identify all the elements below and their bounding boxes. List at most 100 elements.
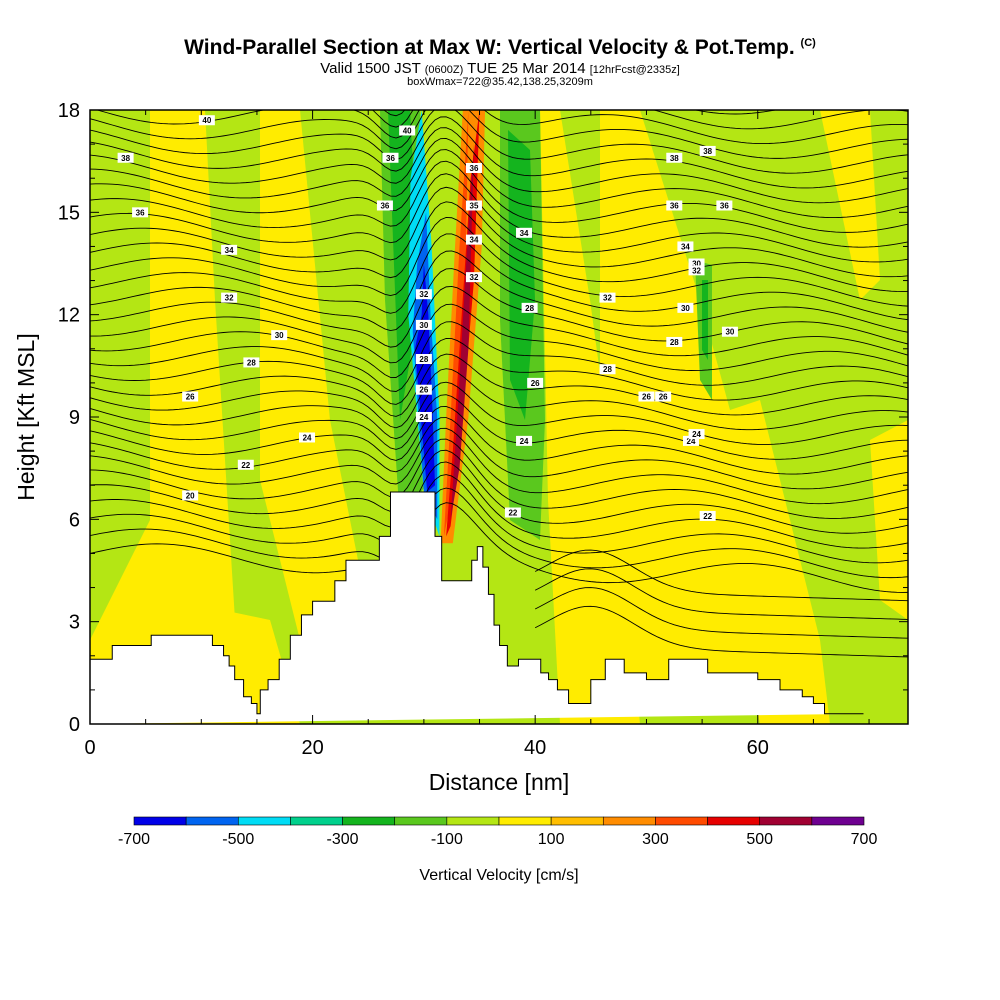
theta-label-bg (237, 459, 254, 470)
theta-contour (90, 0, 908, 32)
theta-contour (90, 303, 908, 378)
theta-label-bg (182, 391, 199, 402)
theta-label-bg (465, 234, 482, 245)
chart-title: Wind-Parallel Section at Max W: Vertical… (184, 36, 816, 59)
theta-contour (534, 587, 908, 639)
theta-label: 28 (247, 358, 256, 367)
theta-label-bg (599, 364, 616, 375)
theta-label: 26 (642, 393, 651, 402)
theta-label-bg (716, 200, 733, 211)
theta-label: 30 (681, 304, 690, 313)
theta-contour (90, 285, 908, 364)
theta-label-bg (299, 432, 316, 443)
x-tick-label: 60 (747, 737, 769, 759)
y-tick-label: 6 (69, 509, 80, 531)
theta-label: 36 (470, 164, 479, 173)
theta-label: 32 (225, 294, 234, 303)
theta-contour (90, 438, 908, 519)
colorbar-swatch (446, 816, 500, 826)
theta-label-bg (243, 357, 260, 368)
theta-contour (383, 110, 778, 117)
x-tick-label: 0 (84, 737, 95, 759)
theta-contour (90, 173, 908, 263)
theta-contour (90, 268, 908, 348)
theta-label: 32 (470, 273, 479, 282)
theta-label: 34 (470, 236, 479, 245)
theta-label-bg (415, 289, 432, 300)
theta-label-bg (415, 412, 432, 422)
theta-label-bg (666, 200, 683, 211)
colorbar-swatch (550, 816, 604, 826)
theta-label: 36 (670, 202, 679, 211)
theta-label: 24 (687, 437, 696, 446)
theta-contour (90, 186, 908, 278)
y-tick-label: 9 (69, 407, 80, 429)
theta-label-bg (721, 326, 738, 337)
theta-label-bg (516, 227, 533, 238)
theta-label: 26 (531, 379, 540, 388)
colorbar-tick-label: -500 (222, 831, 254, 848)
theta-label: 24 (520, 437, 529, 446)
x-axis-label: Distance [nm] (429, 769, 570, 795)
theta-contour (90, 116, 908, 189)
x-tick-label: 40 (524, 737, 546, 759)
theta-contour (90, 405, 908, 475)
theta-label-bg (198, 115, 215, 126)
colorbar-swatch (759, 816, 813, 826)
chart-subtitle: Valid 1500 JST (0600Z) TUE 25 Mar 2014 [… (320, 60, 680, 77)
theta-contour (90, 216, 908, 307)
theta-contour (90, 160, 908, 248)
theta-label: 40 (202, 116, 211, 125)
colorbar-swatch (394, 816, 448, 826)
theta-label: 36 (720, 202, 729, 211)
theta-label-bg (465, 162, 482, 173)
theta-label-bg (182, 490, 199, 501)
theta-label-bg (599, 292, 616, 303)
chart-subtitle-2: boxWmax=722@35.42,138.25,3209m (407, 76, 593, 88)
theta-contour (90, 381, 908, 445)
theta-label: 20 (186, 491, 195, 500)
colorbar-swatch (133, 816, 187, 826)
theta-label-bg (666, 336, 683, 347)
colorbar-swatch (498, 816, 552, 826)
theta-label-bg (465, 200, 482, 211)
theta-label-bg (521, 302, 538, 313)
theta-contour (90, 427, 908, 505)
theta-contour (90, 487, 908, 579)
theta-label-bg (527, 377, 544, 388)
theta-label: 32 (692, 266, 701, 275)
theta-contour (534, 605, 908, 658)
theta-contour (90, 149, 908, 233)
theta-label-bg (465, 272, 482, 283)
theta-contour (90, 394, 908, 460)
colorbar-tick-label: -700 (118, 831, 150, 848)
theta-contour (90, 0, 908, 62)
theta-contour (90, 233, 908, 321)
colorbar-swatch (811, 816, 865, 826)
w-field-yellow-region (700, 400, 830, 724)
w-contour-neg700 (414, 263, 436, 493)
theta-label: 30 (275, 331, 284, 340)
theta-label: 30 (725, 328, 734, 337)
theta-label: 32 (603, 294, 612, 303)
theta-label-bg (504, 507, 521, 518)
theta-contour (90, 0, 908, 46)
theta-contour (90, 417, 908, 490)
colorbar-swatch (290, 816, 343, 826)
theta-contour (90, 37, 908, 103)
theta-label: 38 (703, 147, 712, 156)
theta-contour (90, 127, 908, 204)
w-field-yellow-region (870, 420, 908, 620)
theta-contour (90, 474, 908, 564)
theta-contour (90, 449, 908, 534)
theta-label-bg (677, 241, 694, 252)
theta-label: 22 (241, 461, 250, 470)
theta-label: 26 (419, 386, 428, 395)
colorbar-swatch (237, 816, 291, 826)
theta-label-bg (688, 258, 705, 269)
theta-contour (90, 21, 908, 91)
colorbar-swatch (342, 816, 396, 826)
y-tick-label: 12 (58, 305, 80, 327)
theta-label-bg (399, 125, 416, 136)
